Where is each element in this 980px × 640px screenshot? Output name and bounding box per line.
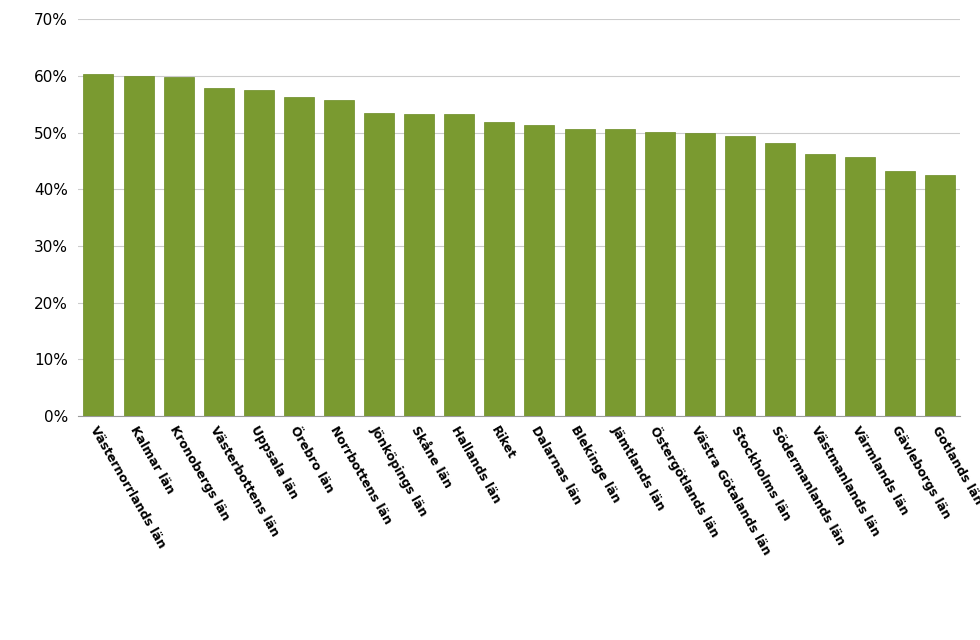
Bar — [444, 114, 474, 416]
Bar — [805, 154, 835, 416]
Bar — [765, 143, 795, 416]
Bar — [164, 77, 194, 416]
Bar — [885, 170, 915, 416]
Bar — [284, 97, 314, 416]
Bar — [484, 122, 514, 416]
Bar — [204, 88, 234, 416]
Bar — [364, 113, 394, 416]
Bar — [725, 136, 755, 416]
Bar — [83, 74, 114, 416]
Bar — [845, 157, 875, 416]
Bar — [123, 76, 154, 416]
Bar — [645, 132, 675, 416]
Bar — [685, 132, 714, 416]
Bar — [404, 114, 434, 416]
Bar — [524, 125, 555, 416]
Bar — [925, 175, 956, 416]
Bar — [324, 100, 354, 416]
Bar — [564, 129, 595, 416]
Bar — [244, 90, 273, 416]
Bar — [605, 129, 635, 416]
